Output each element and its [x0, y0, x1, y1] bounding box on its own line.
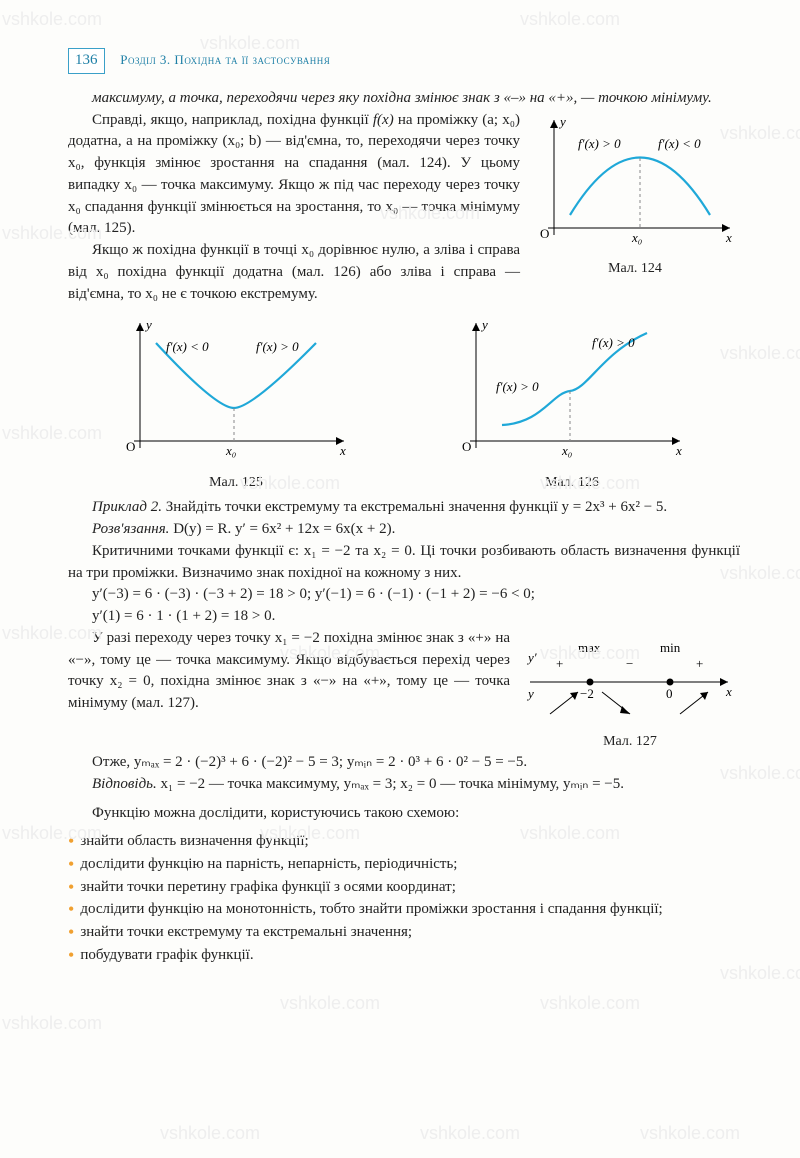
svg-text:f′(x) < 0: f′(x) < 0	[658, 136, 701, 151]
svg-text:y: y	[480, 317, 488, 332]
svg-text:−: −	[626, 656, 633, 671]
body1b: на проміжку (a; x₀) додатна, а на проміж…	[68, 112, 520, 237]
list-item-text: знайти область визначення функції;	[80, 831, 308, 853]
figure-126: O x y x₀ f′(x) > 0 f′(x) > 0 Мал. 126	[452, 313, 692, 493]
example2: Приклад 2. Знайдіть точки екстремуму та …	[68, 497, 740, 519]
bullet-icon: •	[68, 854, 74, 876]
svg-text:0: 0	[666, 686, 673, 701]
svg-text:f′(x) > 0: f′(x) > 0	[256, 339, 299, 354]
svg-text:O: O	[126, 439, 135, 454]
list-item: • знайти точки перетину графіка функції з…	[68, 877, 740, 899]
watermark: vshkole.com	[540, 990, 640, 1016]
sol-calc2: y′(1) = 6 · 1 · (1 + 2) = 18 > 0.	[68, 606, 740, 628]
solution-line1: Розв'язання. D(y) = R. y′ = 6x² + 12x = …	[68, 519, 740, 541]
list-item-text: дослідити функцію на монотонність, тобто…	[80, 899, 662, 921]
fig127-caption: Мал. 127	[520, 732, 740, 752]
list-item: • побудувати графік функції.	[68, 945, 740, 967]
svg-text:f′(x) < 0: f′(x) < 0	[166, 339, 209, 354]
bullet-icon: •	[68, 877, 74, 899]
solution-line2: Критичними точками функції є: x₁ = −2 та…	[68, 541, 740, 585]
list-item-text: знайти точки перетину графіка функції з …	[80, 877, 456, 899]
watermark: vshkole.com	[640, 1120, 740, 1146]
bullet-icon: •	[68, 831, 74, 853]
svg-text:+: +	[556, 656, 563, 671]
list-item: • знайти область визначення функції;	[68, 831, 740, 853]
fx-inline: f(x)	[373, 112, 394, 128]
watermark: vshkole.com	[2, 6, 102, 32]
svg-text:f′(x) > 0: f′(x) > 0	[496, 379, 539, 394]
svg-text:x: x	[339, 443, 346, 458]
svg-text:+: +	[696, 656, 703, 671]
svg-text:O: O	[540, 226, 549, 241]
svg-text:y: y	[558, 114, 566, 129]
bullet-icon: •	[68, 899, 74, 921]
svg-text:x₀: x₀	[225, 443, 236, 458]
section-title: Розділ 3. Похідна та її застосування	[120, 52, 330, 67]
answer-label: Відповідь.	[92, 776, 157, 792]
page-header: 136 Розділ 3. Похідна та її застосування	[68, 48, 740, 74]
sol-calc1: y′(−3) = 6 · (−3) · (−3 + 2) = 18 > 0; y…	[68, 584, 740, 606]
list-item: • дослідити функцію на монотонність, тобт…	[68, 899, 740, 921]
bullet-list: • знайти область визначення функції; • досл…	[68, 831, 740, 967]
svg-text:O: O	[462, 439, 471, 454]
list-item-text: побудувати графік функції.	[80, 945, 253, 967]
svg-text:max: max	[578, 640, 601, 655]
watermark: vshkole.com	[2, 1010, 102, 1036]
svg-text:y′: y′	[526, 650, 537, 665]
svg-text:f′(x) > 0: f′(x) > 0	[592, 335, 635, 350]
figure-124: O x y x₀ f′(x) > 0 f′(x) < 0 Мал. 124	[530, 110, 740, 280]
sol-result: Отже, yₘₐₓ = 2 · (−2)³ + 6 · (−2)² − 5 =…	[68, 752, 740, 774]
example2-text: Знайдіть точки екстремуму та екстремальн…	[162, 499, 667, 515]
answer-text: x₁ = −2 — точка максимуму, yₘₐₓ = 3; x₂ …	[157, 776, 624, 792]
fig124-caption: Мал. 124	[530, 259, 740, 279]
example2-label: Приклад 2.	[92, 499, 162, 515]
svg-text:−2: −2	[580, 686, 594, 701]
svg-text:f′(x) > 0: f′(x) > 0	[578, 136, 621, 151]
answer: Відповідь. x₁ = −2 — точка максимуму, yₘ…	[68, 774, 740, 796]
watermark: vshkole.com	[520, 6, 620, 32]
sol-line1: D(y) = R. y′ = 6x² + 12x = 6x(x + 2).	[169, 521, 395, 537]
svg-text:x₀: x₀	[561, 443, 572, 458]
figure-row: O x y x₀ f′(x) < 0 f′(x) > 0 Мал. 125 O …	[68, 313, 740, 493]
watermark: vshkole.com	[420, 1120, 520, 1146]
watermark: vshkole.com	[280, 990, 380, 1016]
list-item-text: знайти точки екстремуму та екстремальні …	[80, 922, 412, 944]
bullet-icon: •	[68, 922, 74, 944]
fig125-caption: Мал. 125	[116, 473, 356, 493]
svg-text:x: x	[675, 443, 682, 458]
solution-label: Розв'язання.	[92, 521, 169, 537]
page-number: 136	[68, 48, 105, 74]
list-item-text: дослідити функцію на парність, непарніст…	[80, 854, 457, 876]
bullet-icon: •	[68, 945, 74, 967]
svg-text:y: y	[144, 317, 152, 332]
fig126-caption: Мал. 126	[452, 473, 692, 493]
figure-127: x −2 0 max min y′ y + − + Мал. 127	[520, 632, 740, 752]
intro-paragraph: максимуму, а точка, переходячи через яку…	[68, 88, 740, 110]
svg-text:y: y	[526, 686, 534, 701]
svg-text:x: x	[725, 230, 732, 245]
scheme-intro: Функцію можна дослідити, користуючись та…	[68, 803, 740, 825]
svg-text:x: x	[725, 684, 732, 699]
list-item: • дослідити функцію на парність, непарніс…	[68, 854, 740, 876]
svg-text:min: min	[660, 640, 681, 655]
watermark: vshkole.com	[160, 1120, 260, 1146]
body1a: Справді, якщо, наприклад, похідна функці…	[92, 112, 373, 128]
svg-text:x₀: x₀	[631, 230, 642, 245]
list-item: • знайти точки екстремуму та екстремальні…	[68, 922, 740, 944]
figure-125: O x y x₀ f′(x) < 0 f′(x) > 0 Мал. 125	[116, 313, 356, 493]
